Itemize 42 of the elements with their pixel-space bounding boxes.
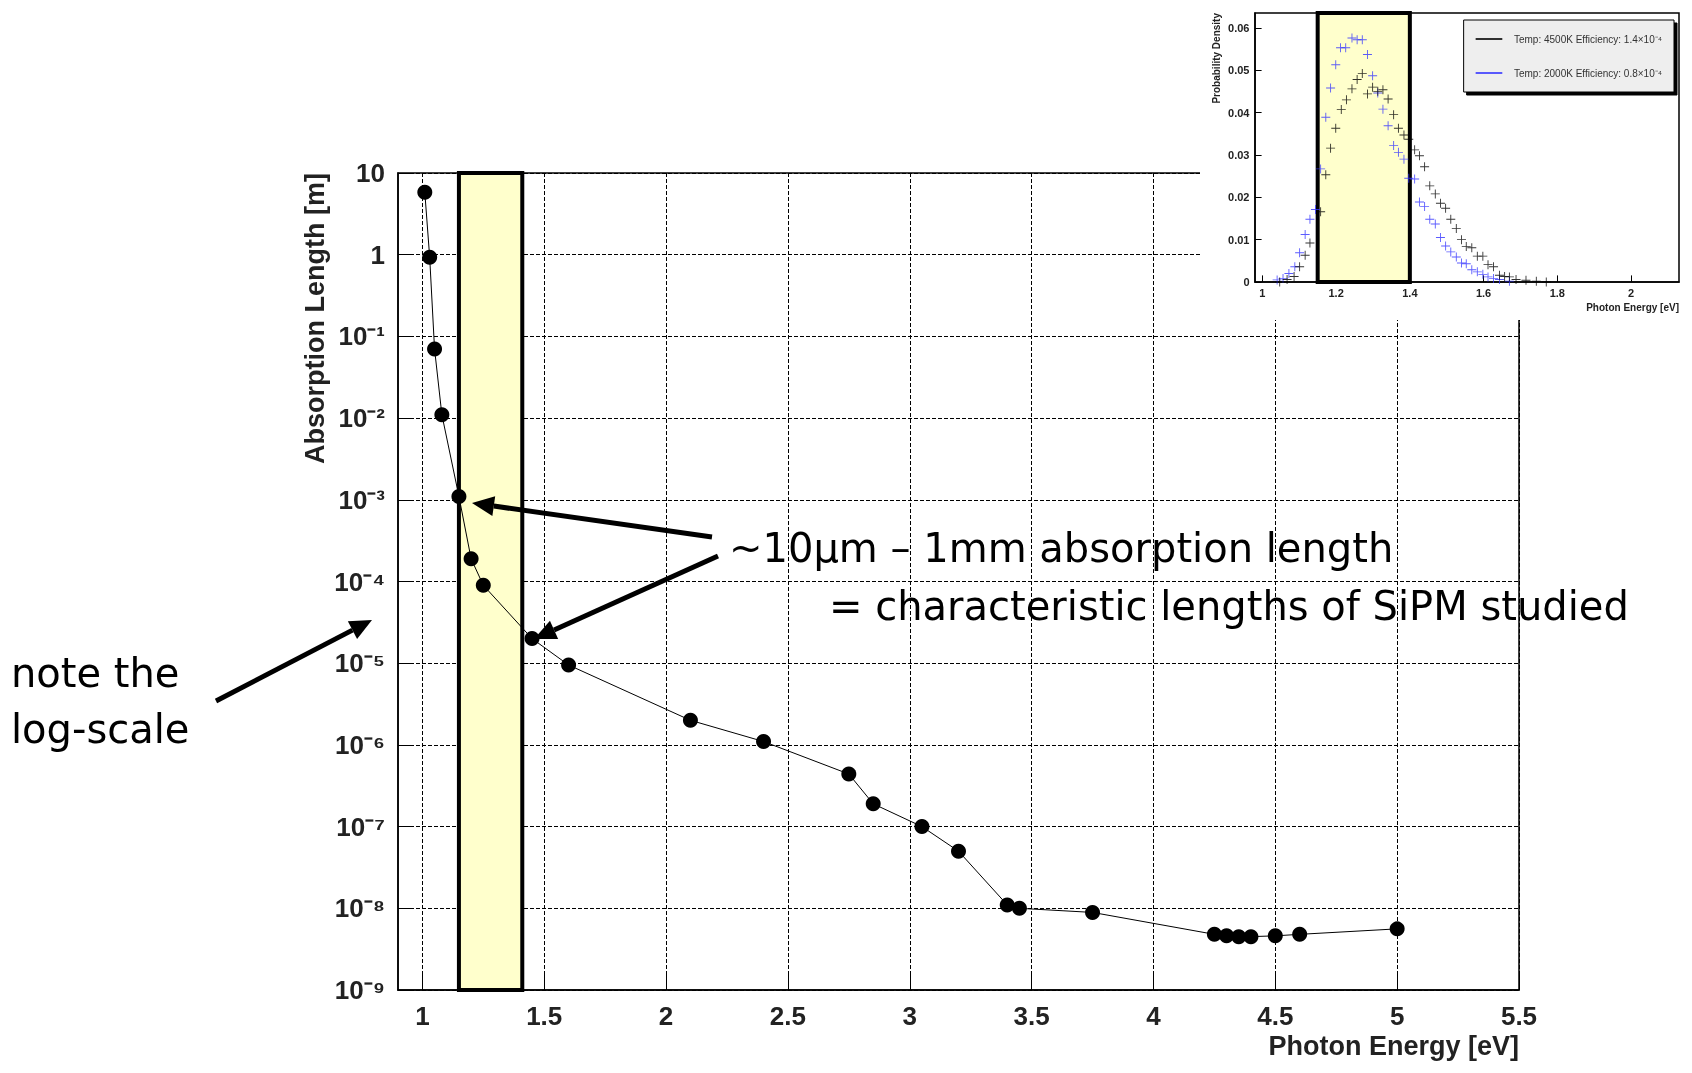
y-tick-label: 0.05 <box>1228 64 1250 77</box>
legend-label: Temp: 4500K Efficiency: 1.4×10⁻⁴ <box>1513 33 1663 45</box>
y-tick-label: 0.02 <box>1228 191 1250 204</box>
x-axis-title: Photon Energy [eV] <box>1268 1030 1519 1061</box>
y-tick-label: 10⁻⁴ <box>334 566 385 597</box>
y-tick-label: 10⁻⁹ <box>334 975 385 1005</box>
annotation: ~10μm – 1mm absorption length <box>729 524 1394 573</box>
x-tick-label: 1.6 <box>1475 287 1492 299</box>
text: note the log-scale <box>11 649 191 754</box>
y-tick-label: 0.06 <box>1228 21 1250 34</box>
y-tick-label: 0.01 <box>1228 233 1250 246</box>
y-tick-label: 0 <box>1243 276 1250 288</box>
y-tick-label: 0.04 <box>1228 106 1251 119</box>
y-tick-label: 10⁻² <box>338 403 386 434</box>
y-tick-label: 10 <box>356 158 385 188</box>
y-tick-label: 10⁻⁵ <box>334 648 385 679</box>
y-tick-label: 10⁻¹ <box>338 321 385 352</box>
x-tick-label: 2 <box>658 1001 674 1031</box>
legend-label: Temp: 2000K Efficiency: 0.8×10⁻⁴ <box>1513 67 1663 79</box>
y-tick-label: 10⁻³ <box>338 484 386 515</box>
x-tick-label: 1.8 <box>1549 287 1565 299</box>
y-tick-label: 0.03 <box>1228 148 1250 161</box>
x-tick-label: 2.5 <box>769 1001 806 1031</box>
y-tick-label: 10⁻⁶ <box>335 729 385 760</box>
x-axis-title: Photon Energy [eV] <box>1586 301 1679 313</box>
y-tick-label: 10⁻⁷ <box>336 811 385 842</box>
x-tick-label: 1 <box>415 1001 430 1031</box>
x-tick-label: 1.2 <box>1328 287 1344 299</box>
x-tick-label: 4.5 <box>1257 1001 1294 1031</box>
y-axis-title: Absorption Length [m] <box>299 173 330 464</box>
y-tick-label: 1 <box>370 239 385 270</box>
x-tick-label: 3 <box>902 1001 917 1031</box>
x-tick-label: 1.4 <box>1402 287 1419 299</box>
y-tick-label: 10⁻⁸ <box>334 893 385 924</box>
x-tick-label: 5.5 <box>1500 1001 1538 1031</box>
y-axis-title: Probability Density <box>1210 12 1222 104</box>
x-tick-label: 3.5 <box>1013 1001 1050 1031</box>
x-tick-label: 5 <box>1389 1001 1405 1031</box>
x-tick-label: 1 <box>1259 287 1266 299</box>
x-tick-label: 4 <box>1146 1001 1162 1031</box>
x-tick-label: 2 <box>1628 287 1635 299</box>
x-tick-label: 1.5 <box>526 1001 563 1031</box>
